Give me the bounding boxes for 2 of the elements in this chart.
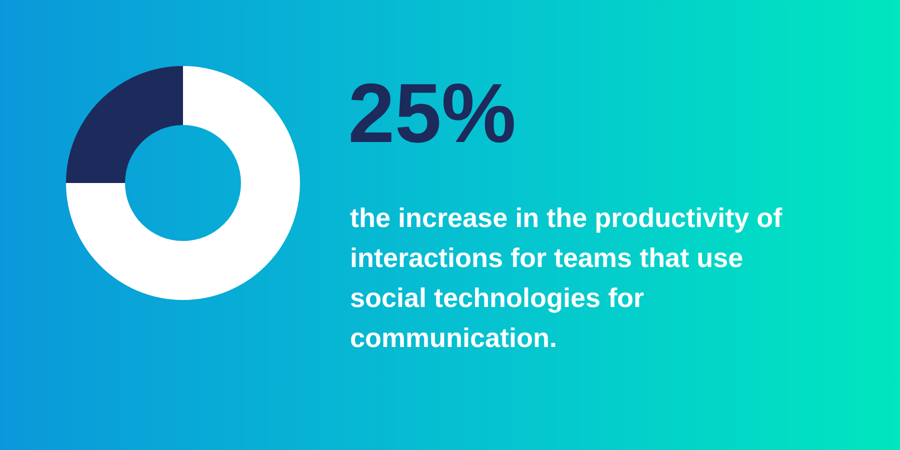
text: the increase in the productivity of interactions for teams that use social technologies for communication. xyxy=(350,203,790,353)
chart-title: 25% xyxy=(348,66,516,160)
